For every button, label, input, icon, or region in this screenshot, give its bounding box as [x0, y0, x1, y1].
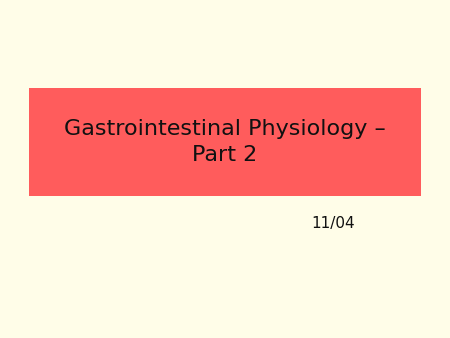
Text: 11/04: 11/04 [311, 216, 355, 231]
Text: Gastrointestinal Physiology –
Part 2: Gastrointestinal Physiology – Part 2 [64, 119, 386, 165]
FancyBboxPatch shape [29, 88, 421, 196]
